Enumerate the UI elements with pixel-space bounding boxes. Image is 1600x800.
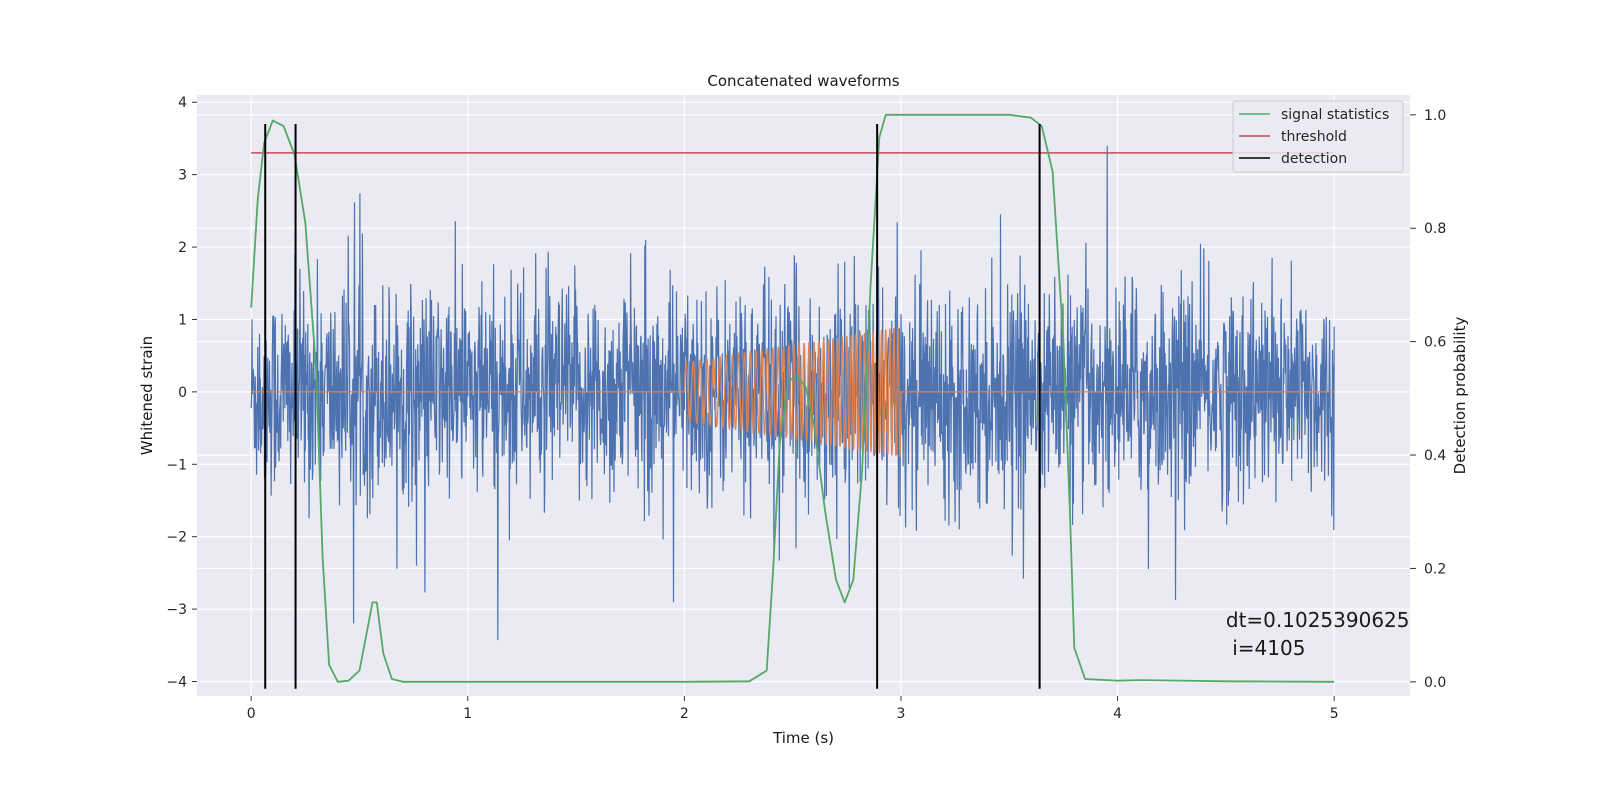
x-tick-label: 0 — [247, 706, 256, 722]
y2-tick-label: 1.0 — [1424, 108, 1446, 124]
legend-box — [1232, 100, 1404, 173]
y-tick-label: 0 — [178, 385, 187, 401]
injection-series-line — [251, 327, 1335, 458]
y-axis-title: Whitened strain — [138, 336, 156, 455]
x-tick-label: 3 — [897, 706, 906, 722]
tick-labels: 0 1 2 3 4 5 −4 −3 −2 −1 0 1 2 3 4 0.0 0.2 0.4 0.6 0.8 1.0 — [166, 95, 1446, 722]
y2-tick-label: 0.2 — [1424, 561, 1446, 577]
y-tick-label: 2 — [178, 240, 187, 256]
legend-label-signal-statistics: signal statistics — [1281, 107, 1389, 123]
y2-tick-label: 0.0 — [1424, 675, 1446, 691]
data-layer — [250, 113, 1335, 689]
y-tick-label: 3 — [178, 168, 187, 184]
annotation: dt=0.1025390625 i=4105 — [1226, 608, 1410, 660]
y2-tick-label: 0.8 — [1424, 221, 1446, 237]
x-tick-label: 2 — [680, 706, 689, 722]
y-tick-label: −2 — [166, 530, 187, 546]
x-tick-label: 4 — [1113, 706, 1122, 722]
y-tick-label: −1 — [166, 457, 187, 473]
signal-statistics-line — [250, 113, 1335, 683]
y2-tick-label: 0.4 — [1424, 448, 1446, 464]
annotation-dt: dt=0.1025390625 — [1226, 608, 1410, 632]
x-axis-title: Time (s) — [772, 729, 834, 747]
x-tick-label: 5 — [1330, 706, 1339, 722]
legend-label-threshold: threshold — [1281, 129, 1347, 145]
y-tick-label: 1 — [178, 312, 187, 328]
chart-title: Concatenated waveforms — [707, 72, 899, 90]
legend: signal statistics threshold detection — [1232, 100, 1404, 173]
annotation-index: i=4105 — [1226, 636, 1306, 660]
y-tick-label: −3 — [166, 602, 187, 618]
y2-tick-label: 0.6 — [1424, 335, 1446, 351]
y-tick-label: 4 — [178, 95, 187, 111]
legend-label-detection: detection — [1281, 151, 1347, 167]
y2-axis-title: Detection probability — [1451, 317, 1469, 475]
x-tick-label: 1 — [463, 706, 472, 722]
y-tick-label: −4 — [166, 675, 187, 691]
